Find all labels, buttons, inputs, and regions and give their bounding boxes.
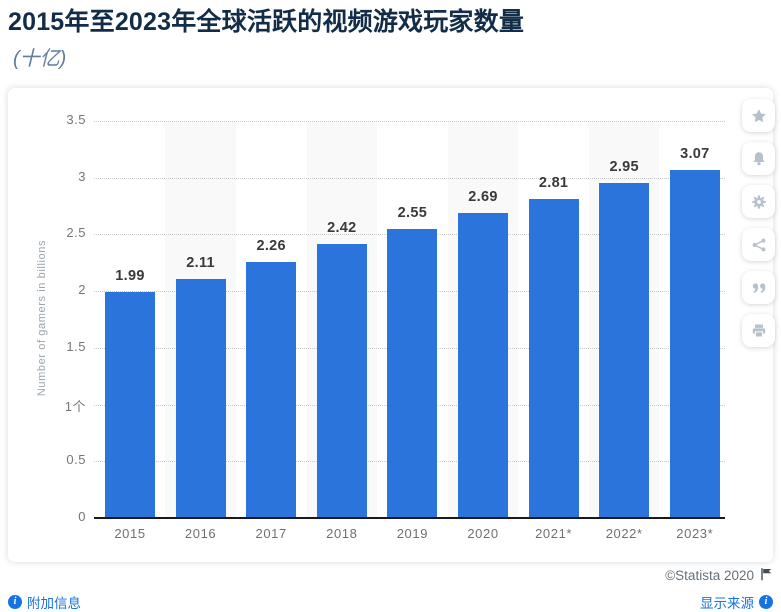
y-tick-label: 3.5: [66, 112, 86, 127]
quote-icon: [751, 280, 767, 296]
bell-icon: [751, 151, 767, 167]
bar[interactable]: [669, 169, 720, 518]
bar[interactable]: [246, 261, 297, 518]
bar[interactable]: [175, 278, 226, 518]
bar-value-label: 2.69: [468, 188, 498, 205]
bar[interactable]: [387, 228, 438, 518]
bar-value-label: 2.55: [397, 204, 428, 221]
chart-card: Number of gamers in billions 3.5 3 2.5 2 1.5…: [8, 88, 775, 562]
y-tick-label: 1.5: [66, 338, 86, 354]
show-source-label: 显示来源: [700, 596, 754, 611]
show-source-link[interactable]: 显示来源 i: [700, 592, 773, 612]
bar[interactable]: [528, 199, 579, 518]
additional-info-link[interactable]: i 附加信息: [8, 592, 81, 612]
y-tick-label: 1个: [64, 398, 86, 414]
info-icon: i: [8, 595, 22, 609]
bar-value-label: 2.26: [256, 237, 286, 254]
gridline: [94, 121, 725, 122]
bar[interactable]: [105, 292, 155, 518]
flag-icon[interactable]: [759, 567, 773, 584]
x-axis-label: 2018: [326, 526, 358, 541]
bar[interactable]: [458, 212, 508, 518]
bar-value-label: 2.42: [327, 219, 357, 236]
x-axis-label: 2019: [396, 526, 429, 541]
print-button[interactable]: [742, 314, 775, 347]
y-tick-label: 2: [78, 282, 86, 298]
x-axis-label: 2022*: [605, 526, 643, 541]
bar-value-label: 2.95: [609, 159, 639, 176]
page-title: 2015年至2023年全球活跃的视频游戏玩家数量: [8, 8, 525, 36]
chart-toolbar: [742, 99, 775, 357]
y-tick-label: 2.5: [66, 225, 86, 241]
share-button[interactable]: [742, 228, 775, 261]
x-axis-label: 2021*: [535, 526, 573, 541]
share-icon: [751, 237, 767, 253]
bar-value-label: 2.81: [538, 175, 569, 192]
x-axis-line: [94, 517, 725, 519]
bar[interactable]: [599, 183, 650, 518]
x-axis-label: 2023*: [676, 526, 714, 541]
bar-value-label: 2.11: [186, 254, 215, 271]
additional-info-label: 附加信息: [27, 596, 81, 611]
alert-button[interactable]: [742, 142, 775, 175]
x-axis-label: 2020: [467, 526, 499, 541]
bar-value-label: 3.07: [680, 145, 710, 162]
y-tick-label: 0: [78, 509, 86, 524]
x-axis-label: 2016: [184, 526, 217, 541]
y-tick-label: 0.5: [66, 452, 86, 468]
copyright-text: ©Statista 2020: [665, 568, 754, 583]
copyright-notice: ©Statista 2020: [665, 567, 773, 584]
bar-chart: Number of gamers in billions 3.5 3 2.5 2 1.5…: [8, 88, 773, 562]
star-icon: [751, 108, 767, 124]
print-icon: [751, 323, 767, 339]
x-axis-label: 2015: [114, 526, 146, 541]
bar[interactable]: [316, 243, 367, 518]
x-axis-label: 2017: [255, 526, 287, 541]
bar-value-label: 1.99: [115, 268, 145, 285]
info-icon: i: [759, 595, 773, 609]
gear-icon: [751, 194, 767, 210]
y-tick-label: 3: [78, 168, 86, 184]
gridline: [94, 177, 725, 179]
citation-button[interactable]: [742, 271, 775, 304]
page-subtitle: (十亿): [13, 48, 67, 70]
favorite-button[interactable]: [742, 99, 775, 132]
settings-button[interactable]: [742, 185, 775, 218]
